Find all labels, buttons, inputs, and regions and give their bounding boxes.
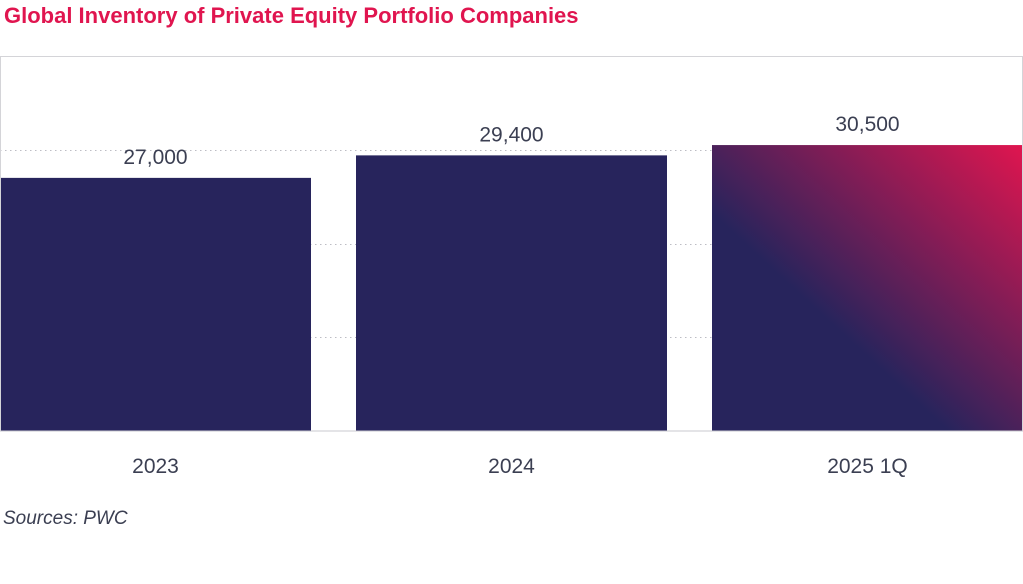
source-note: Sources: PWC <box>3 508 128 529</box>
bar-2025-1q <box>712 145 1023 431</box>
bars <box>0 145 1023 431</box>
data-label: 27,000 <box>123 146 187 169</box>
bar-chart: 27,000 29,400 30,500 2023 2024 2025 1Q <box>0 56 1023 478</box>
chart-title: Global Inventory of Private Equity Portf… <box>4 3 579 28</box>
bar-2024 <box>356 155 667 431</box>
bar-2023 <box>0 177 311 431</box>
data-labels: 27,000 29,400 30,500 <box>123 113 899 169</box>
x-tick-label: 2024 <box>488 455 535 478</box>
x-tick-label: 2025 1Q <box>827 455 908 478</box>
data-label: 29,400 <box>479 123 543 146</box>
x-tick-labels: 2023 2024 2025 1Q <box>132 455 908 478</box>
data-label: 30,500 <box>835 113 899 136</box>
x-tick-label: 2023 <box>132 455 179 478</box>
